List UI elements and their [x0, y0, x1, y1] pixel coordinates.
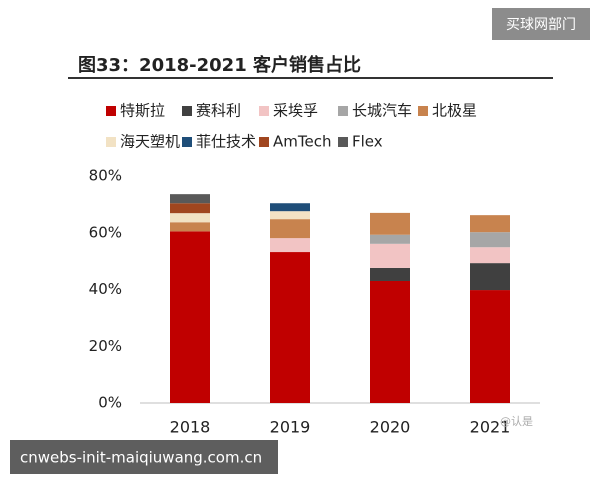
y-tick-label: 80% [89, 167, 122, 185]
bar-segment [270, 252, 310, 403]
legend-swatch [106, 106, 116, 116]
legend-label: 长城汽车 [352, 102, 412, 120]
y-tick-label: 40% [89, 280, 122, 298]
bar-segment [170, 203, 210, 214]
badge [492, 8, 590, 40]
legend-label: AmTech [273, 133, 331, 151]
legend-label: Flex [352, 133, 383, 151]
legend-swatch [338, 137, 348, 147]
legend-swatch [106, 137, 116, 147]
bar-segment [370, 234, 410, 244]
watermark: @认是 [500, 415, 533, 428]
bar-segment [270, 203, 310, 212]
y-tick-label: 0% [98, 394, 122, 412]
bar-segment [470, 290, 510, 403]
legend-label: 赛科利 [196, 102, 241, 120]
y-tick-label: 20% [89, 337, 122, 355]
bar-segment [170, 213, 210, 223]
bar-segment [370, 267, 410, 281]
x-tick-label: 2021 [470, 418, 511, 437]
x-tick-label: 2018 [170, 418, 211, 437]
bar-segment [370, 280, 410, 403]
bar-segment [170, 231, 210, 403]
legend-swatch [182, 137, 192, 147]
legend-label: 菲仕技术 [196, 133, 256, 151]
bar-segment [170, 222, 210, 232]
x-tick-label: 2019 [270, 418, 311, 437]
bar-segment [270, 219, 310, 239]
chart-title: 图33：2018-2021 客户销售占比 [78, 54, 361, 76]
legend-label: 采埃孚 [273, 102, 318, 120]
legend-label: 北极星 [432, 102, 477, 120]
bar-segment [270, 238, 310, 253]
legend-swatch [338, 106, 348, 116]
y-tick-label: 60% [89, 223, 122, 241]
bar-segment [370, 212, 410, 235]
legend-swatch [418, 106, 428, 116]
bar-segment [370, 243, 410, 268]
legend-swatch [259, 137, 269, 147]
legend-swatch [259, 106, 269, 116]
x-tick-label: 2020 [370, 418, 411, 437]
legend-label: 海天塑机 [120, 133, 180, 151]
bar-segment [470, 247, 510, 264]
legend-swatch [182, 106, 192, 116]
url-text: cnwebs-init-maiqiuwang.com.cn [20, 449, 262, 467]
bar-segment [470, 232, 510, 248]
bar-segment [470, 215, 510, 233]
url-overlay [10, 440, 278, 474]
bar-segment [270, 211, 310, 220]
legend-label: 特斯拉 [120, 102, 165, 120]
bar-segment [470, 263, 510, 291]
bar-segment [170, 194, 210, 204]
badge-text: 买球网部门 [506, 17, 576, 33]
